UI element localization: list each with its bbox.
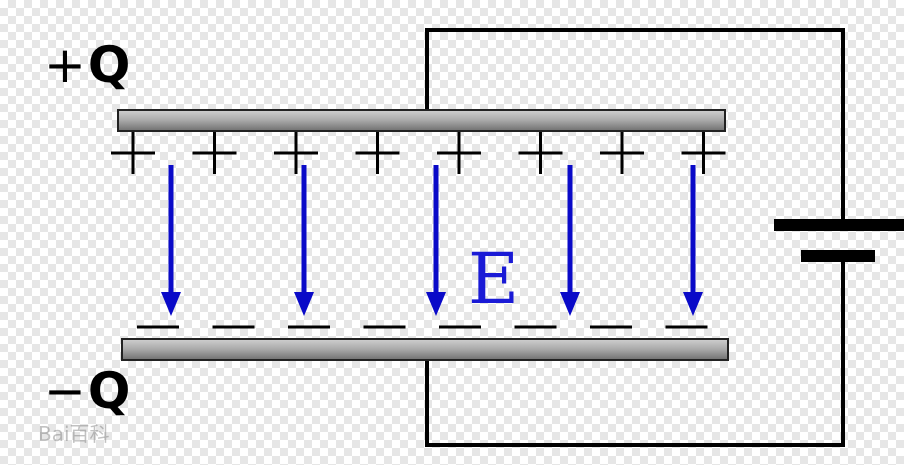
top-wire: [425, 28, 845, 220]
plus-sign: [274, 132, 318, 174]
top-plate-charge-label: +Q: [44, 40, 130, 90]
bottom-plate: [121, 338, 729, 361]
top-charge-symbol: Q: [87, 36, 131, 94]
bottom-wire: [425, 255, 845, 447]
field-arrow: [294, 165, 314, 316]
field-arrow: [683, 165, 703, 316]
bottom-plate-charge-label: −Q: [44, 366, 130, 416]
watermark: Bai百科: [38, 422, 110, 446]
field-arrow: [426, 165, 446, 316]
top-plate: [117, 109, 726, 132]
plus-sign: [600, 132, 644, 174]
battery-short-terminal: [801, 250, 875, 262]
plus-sign: [681, 132, 726, 174]
plus-sign: [111, 132, 155, 174]
plus-sign: [518, 132, 563, 174]
battery-long-terminal: [774, 219, 904, 231]
electric-field-label: E: [468, 238, 520, 320]
top-charge-sign: +: [44, 36, 86, 94]
plus-sign: [437, 132, 481, 174]
plus-sign: [192, 132, 237, 174]
field-arrow: [560, 165, 580, 316]
bottom-charge-sign: −: [44, 362, 86, 420]
plus-sign: [355, 132, 400, 174]
bottom-charge-symbol: Q: [87, 362, 131, 420]
positive-charges: [111, 132, 726, 174]
electric-field-arrows: [161, 165, 703, 316]
field-arrow: [161, 165, 181, 316]
